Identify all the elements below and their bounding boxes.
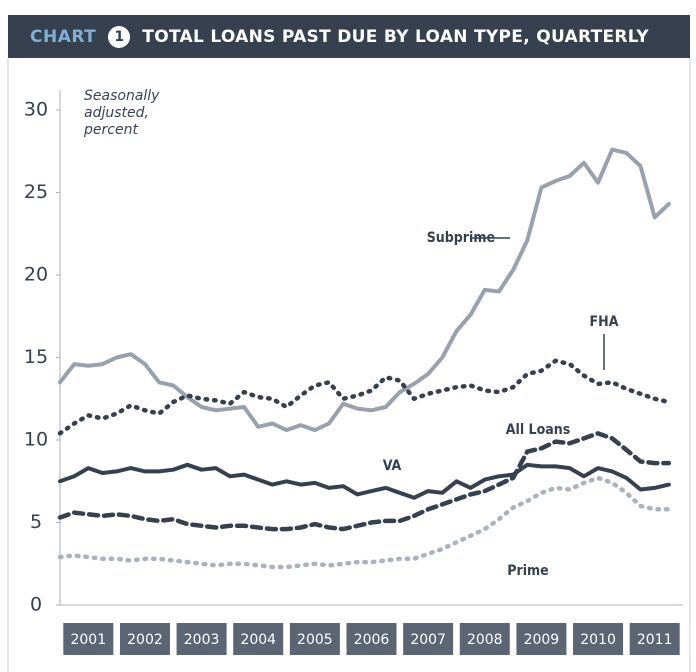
chart-label: CHART	[30, 26, 97, 47]
series-label: Prime	[507, 563, 548, 579]
x-tick-box	[233, 623, 284, 655]
chart-number: 1	[108, 25, 131, 48]
x-tick-label: 2004	[240, 632, 276, 648]
series-label: VA	[383, 458, 402, 474]
x-tick-box	[516, 623, 567, 655]
x-tick-label: 2003	[184, 632, 220, 648]
x-tick-box	[573, 623, 624, 655]
series-label: All Loans	[506, 422, 570, 438]
x-tick-label: 2008	[467, 632, 503, 648]
x-tick-label: 2011	[637, 632, 673, 648]
x-tick-box	[459, 623, 510, 655]
x-tick-label: 2002	[127, 632, 163, 648]
y-tick-label: 10	[24, 429, 48, 451]
y-tick-label: 5	[30, 511, 42, 533]
series-label: FHA	[590, 314, 619, 330]
x-tick-box	[63, 623, 114, 655]
x-tick-label: 2005	[297, 632, 333, 648]
line-dashed	[57, 431, 672, 532]
line-dotted	[57, 358, 672, 436]
line-solid	[58, 462, 671, 500]
line-solid	[58, 147, 671, 433]
header: CHART 1 TOTAL LOANS PAST DUE BY LOAN TYP…	[8, 15, 690, 58]
y-tick-label: 30	[24, 99, 48, 121]
x-tick-box	[289, 623, 340, 655]
x-tick-box	[176, 623, 227, 655]
x-tick-box	[119, 623, 170, 655]
chart-title: TOTAL LOANS PAST DUE BY LOAN TYPE, QUART…	[142, 26, 649, 47]
x-tick-label: 2010	[580, 632, 616, 648]
x-tick-label: 2009	[524, 632, 560, 648]
y-tick-label: 25	[24, 181, 48, 203]
x-tick-box	[346, 623, 397, 655]
series-label: Subprime	[427, 230, 495, 246]
x-tick-label: 2006	[354, 632, 390, 648]
y-tick-label: 20	[24, 264, 48, 286]
y-axis-label: Seasonally adjusted, percent	[84, 88, 160, 138]
x-tick-label: 2001	[70, 632, 106, 648]
y-tick-label: 0	[30, 594, 42, 616]
x-tick-box	[403, 623, 454, 655]
y-tick-label: 15	[24, 346, 48, 368]
line-dotted	[57, 475, 672, 570]
x-tick-box	[629, 623, 680, 655]
x-tick-label: 2007	[410, 632, 446, 648]
